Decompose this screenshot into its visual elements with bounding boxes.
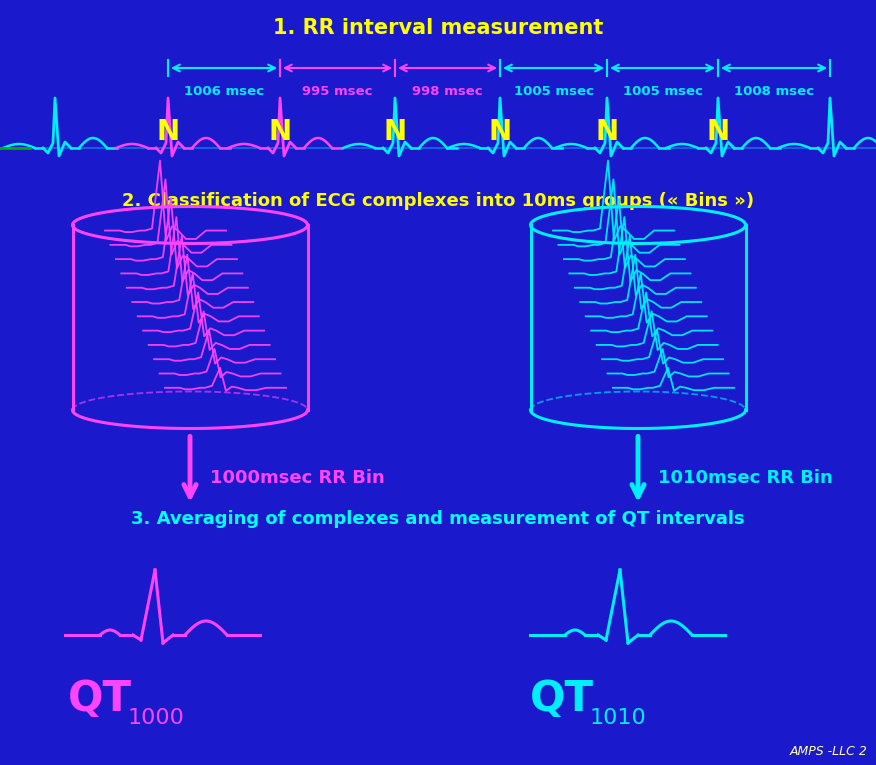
Text: N: N: [384, 118, 406, 146]
Text: 1010msec RR Bin: 1010msec RR Bin: [658, 469, 833, 487]
Text: 1005 msec: 1005 msec: [513, 85, 593, 98]
Text: 1005 msec: 1005 msec: [623, 85, 703, 98]
Text: 1008 msec: 1008 msec: [734, 85, 814, 98]
Text: 1000msec RR Bin: 1000msec RR Bin: [210, 469, 385, 487]
Text: 3. Averaging of complexes and measurement of QT intervals: 3. Averaging of complexes and measuremen…: [131, 510, 745, 528]
Text: QT: QT: [68, 678, 132, 720]
Text: N: N: [706, 118, 730, 146]
Text: 1. RR interval measurement: 1. RR interval measurement: [272, 18, 604, 38]
Text: N: N: [268, 118, 292, 146]
Text: N: N: [596, 118, 618, 146]
Text: AMPS -LLC 2: AMPS -LLC 2: [790, 745, 868, 758]
Text: 998 msec: 998 msec: [413, 85, 483, 98]
Text: 995 msec: 995 msec: [302, 85, 373, 98]
Text: 1010: 1010: [590, 708, 646, 728]
Text: N: N: [489, 118, 512, 146]
Text: N: N: [157, 118, 180, 146]
Text: 2. Classification of ECG complexes into 10ms groups (« Bins »): 2. Classification of ECG complexes into …: [122, 192, 754, 210]
Text: QT: QT: [530, 678, 594, 720]
Text: 1006 msec: 1006 msec: [184, 85, 264, 98]
Text: 1000: 1000: [128, 708, 185, 728]
